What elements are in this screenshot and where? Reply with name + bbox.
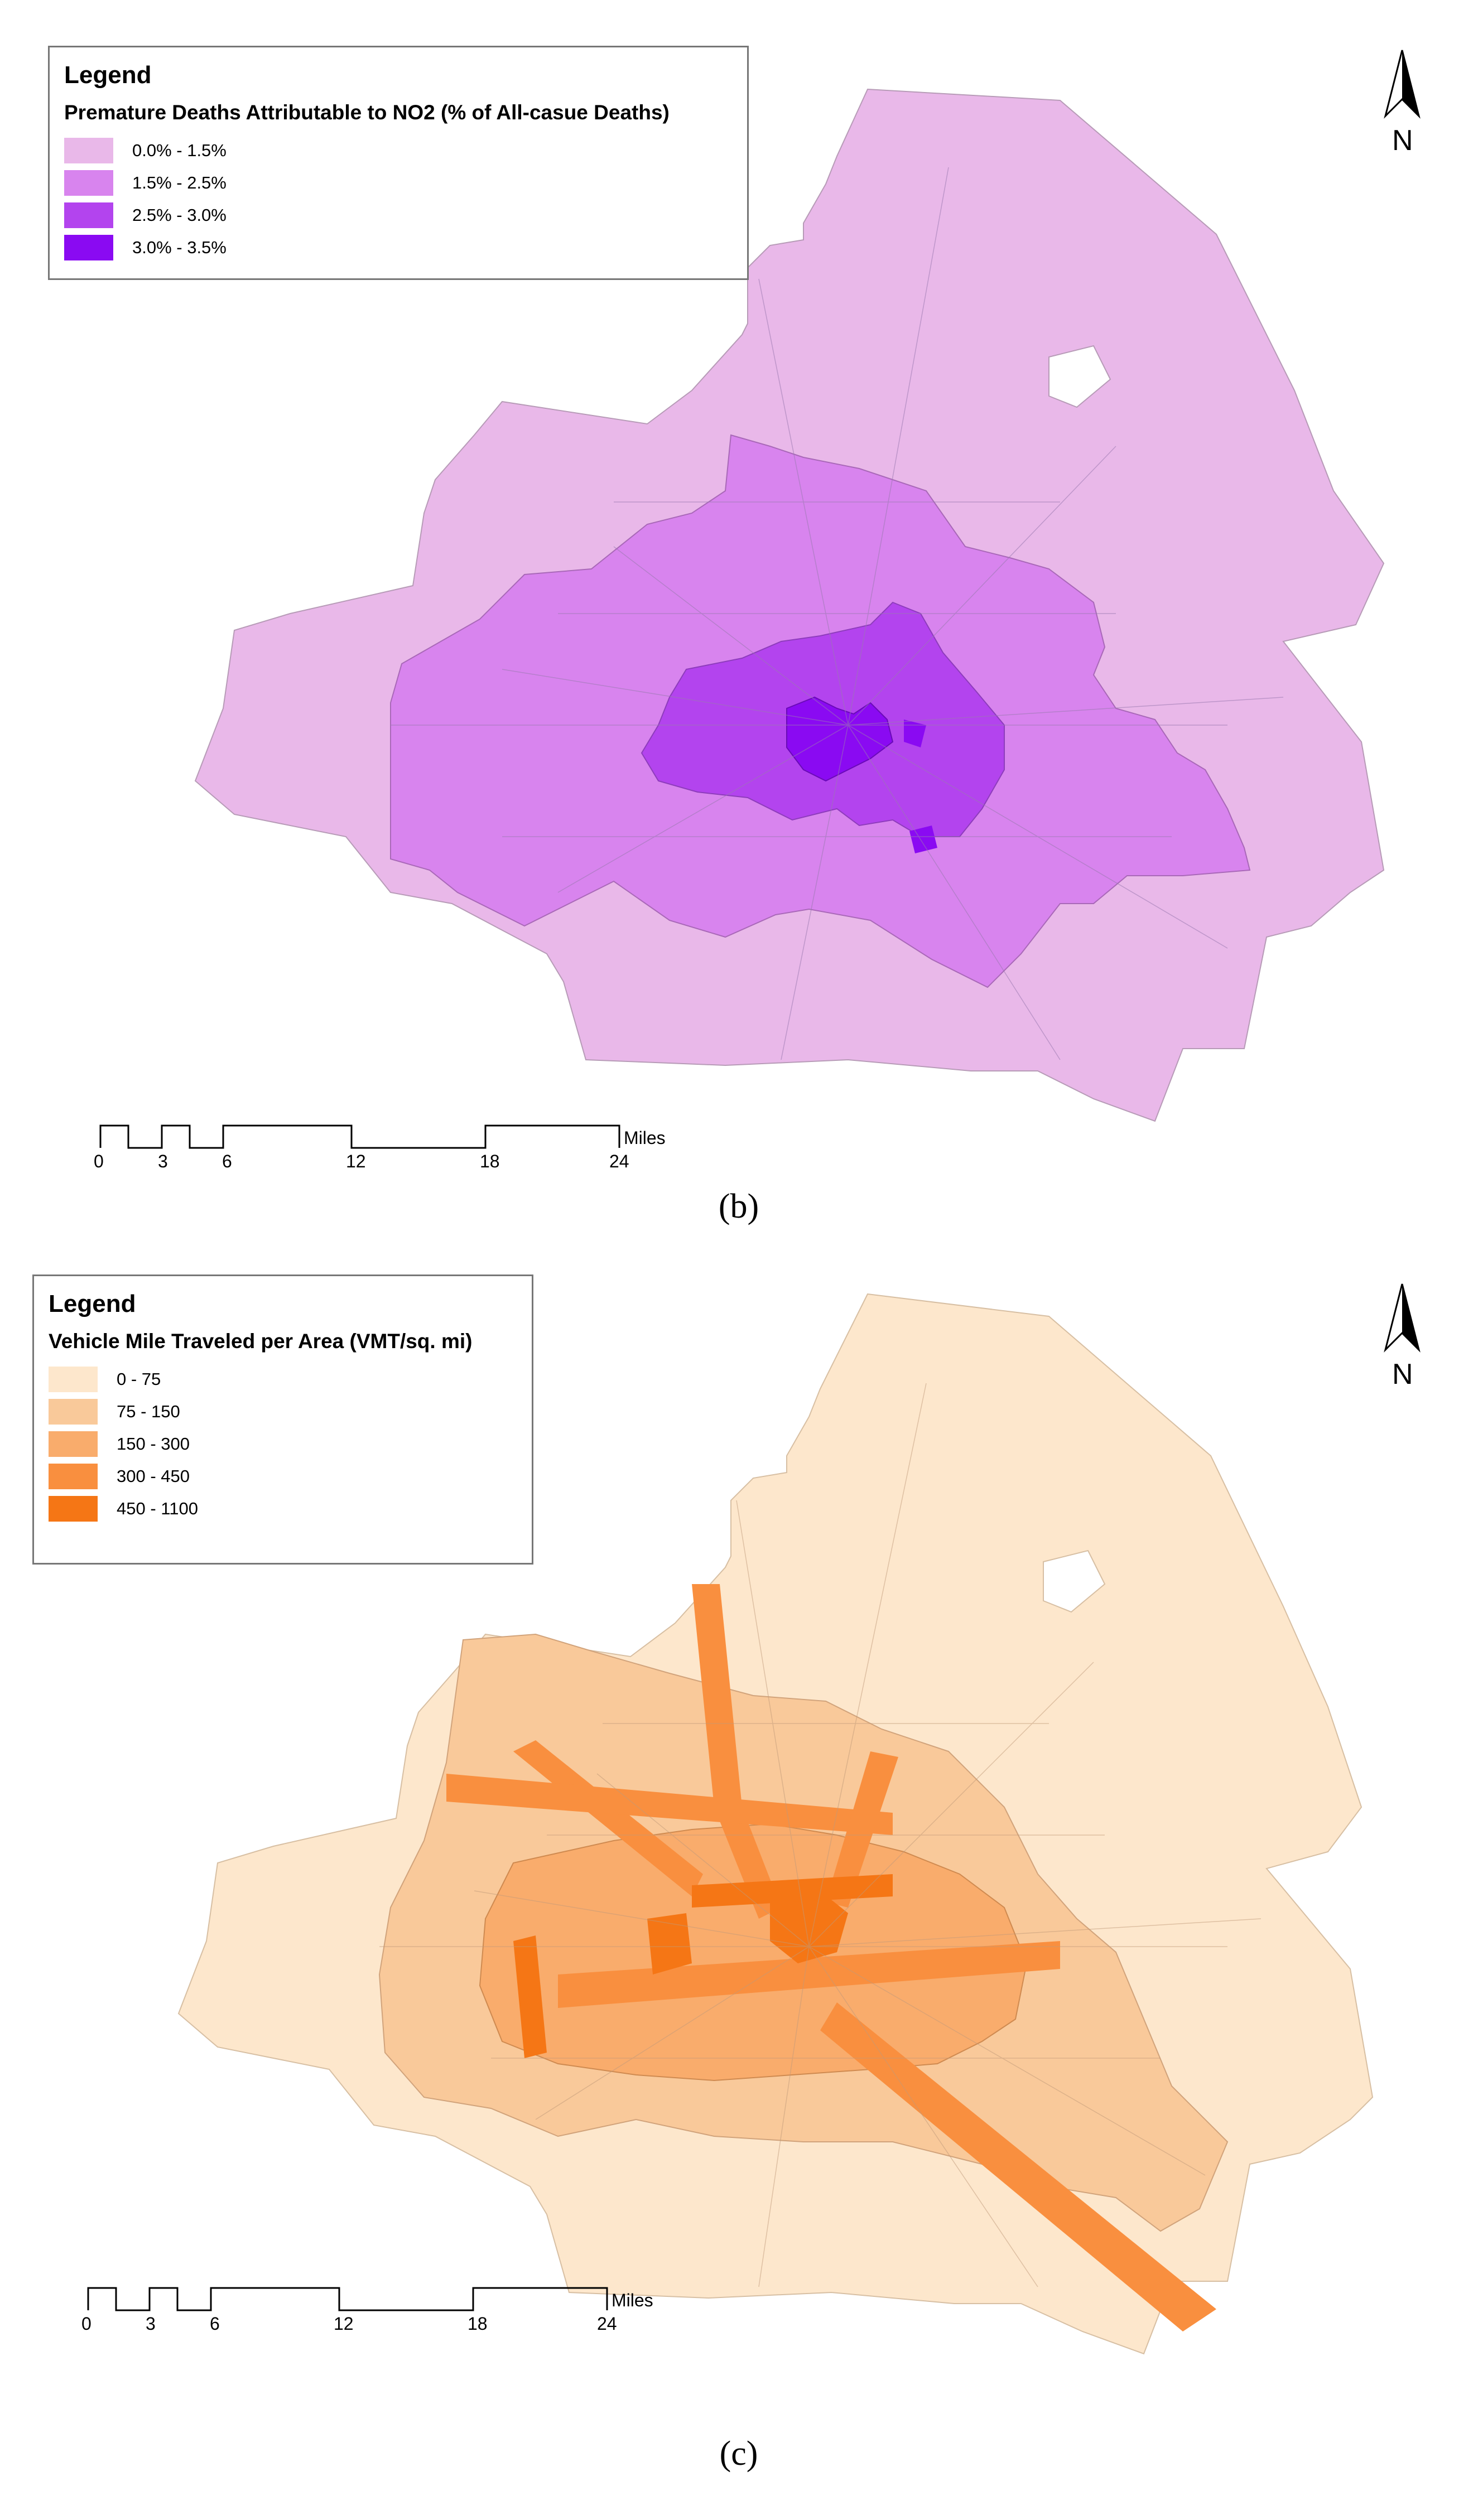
scale-tick: 6 — [222, 1151, 232, 1171]
scale-tick: 3 — [158, 1151, 168, 1171]
legend-item: 0.0% - 1.5% — [64, 134, 733, 167]
legend-label: 2.5% - 3.0% — [132, 205, 227, 225]
scale-tick: 18 — [480, 1151, 500, 1171]
scale-tick: 3 — [146, 2314, 156, 2334]
scale-tick: 24 — [609, 1151, 629, 1171]
vmt-map — [177, 1293, 1374, 2355]
north-arrow-icon — [1384, 1283, 1421, 1353]
no2-deaths-map — [194, 88, 1385, 1122]
legend-item: 0 - 75 — [49, 1363, 517, 1396]
scale-tick: 18 — [468, 2314, 488, 2334]
legend-swatch — [49, 1367, 98, 1392]
scale-bar — [99, 1124, 620, 1149]
legend-label: 75 - 150 — [117, 1402, 180, 1421]
north-arrow-icon — [1384, 50, 1421, 119]
legend-swatch — [49, 1496, 98, 1522]
legend-label: 0.0% - 1.5% — [132, 141, 227, 160]
scale-unit: Miles — [612, 2290, 653, 2310]
legend-title: Legend — [49, 1290, 136, 1317]
map-panel-b: Legend Premature Deaths Attributable to … — [0, 0, 1478, 1249]
scale-tick: 6 — [210, 2314, 220, 2334]
legend-label: 300 - 450 — [117, 1466, 190, 1486]
scale-tick: 0 — [81, 2314, 92, 2334]
legend-item: 1.5% - 2.5% — [64, 167, 733, 199]
legend-item: 75 - 150 — [49, 1396, 517, 1428]
legend-item: 450 - 1100 — [49, 1493, 517, 1525]
map-region-300-450 — [446, 1584, 1216, 2331]
legend-item: 300 - 450 — [49, 1460, 517, 1493]
scale-bar — [87, 2287, 608, 2311]
legend-swatch — [64, 138, 113, 163]
scale-tick: 12 — [334, 2314, 354, 2334]
scale-tick: 0 — [94, 1151, 104, 1171]
legend-box: Legend Premature Deaths Attributable to … — [48, 46, 749, 280]
legend-item: 3.0% - 3.5% — [64, 231, 733, 264]
map-region-3.0-3.5 — [786, 696, 894, 782]
legend-swatch — [49, 1431, 98, 1457]
scale-tick: 12 — [346, 1151, 366, 1171]
legend-item: 150 - 300 — [49, 1428, 517, 1460]
north-label: N — [1392, 1358, 1413, 1391]
map-panel-c: Legend Vehicle Mile Traveled per Area (V… — [0, 1249, 1478, 2520]
scale-tick: 24 — [597, 2314, 617, 2334]
legend-title: Legend — [64, 61, 152, 89]
legend-item: 2.5% - 3.0% — [64, 199, 733, 231]
legend-swatch — [64, 170, 113, 196]
legend-swatch — [64, 235, 113, 260]
legend-label: 1.5% - 2.5% — [132, 173, 227, 192]
figure-caption: (b) — [718, 1187, 759, 1225]
legend-label: 3.0% - 3.5% — [132, 238, 227, 257]
legend-label: 450 - 1100 — [117, 1499, 198, 1518]
legend-heading: Vehicle Mile Traveled per Area (VMT/sq. … — [49, 1330, 473, 1353]
legend-heading: Premature Deaths Attributable to NO2 (% … — [64, 101, 670, 124]
figure-caption: (c) — [719, 2435, 758, 2473]
legend-swatch — [49, 1464, 98, 1489]
legend-box: Legend Vehicle Mile Traveled per Area (V… — [32, 1275, 533, 1565]
legend-swatch — [64, 202, 113, 228]
legend-swatch — [49, 1399, 98, 1425]
north-label: N — [1392, 124, 1413, 157]
scale-unit: Miles — [624, 1128, 666, 1148]
legend-label: 0 - 75 — [117, 1369, 161, 1389]
legend-label: 150 - 300 — [117, 1434, 190, 1454]
